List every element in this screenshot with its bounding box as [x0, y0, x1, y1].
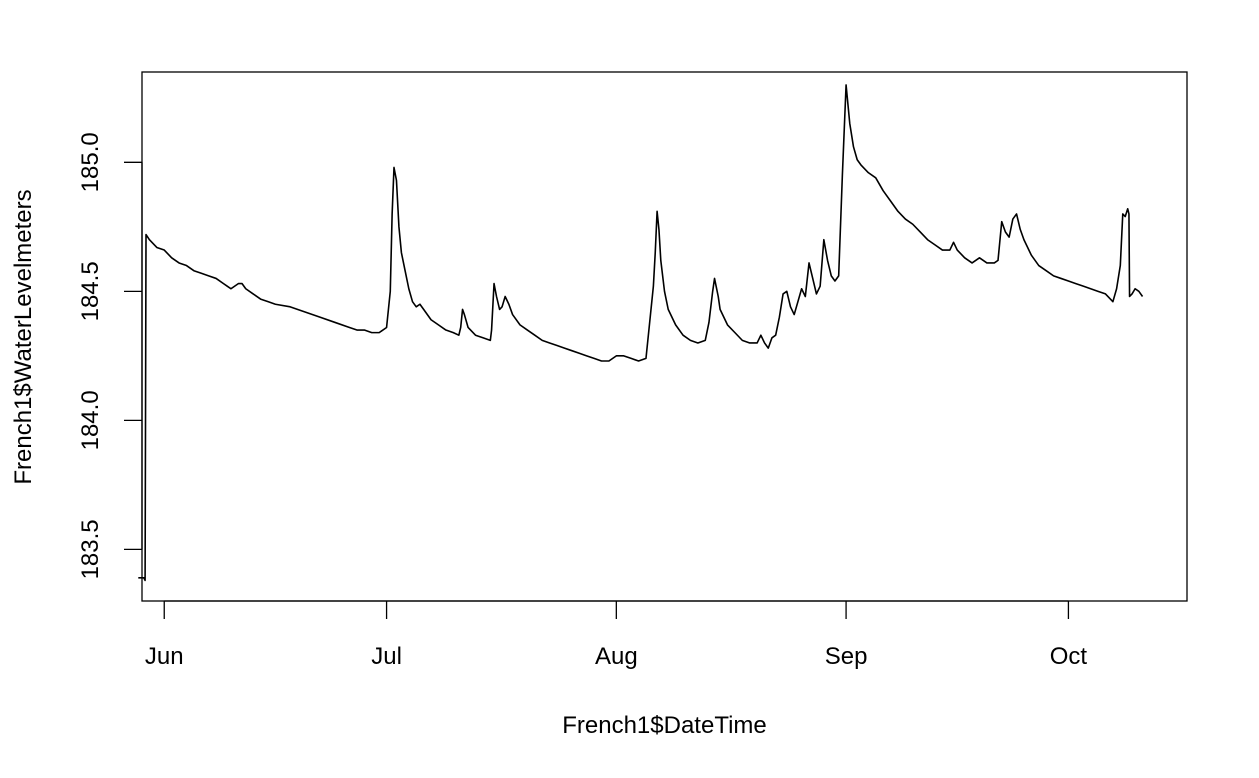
- y-tick-label: 183.5: [77, 519, 104, 579]
- y-axis: 183.5 184.0 184.5 185.0: [77, 132, 143, 579]
- x-tick-label: Oct: [1050, 643, 1088, 670]
- series-layer: [138, 84, 1144, 582]
- y-tick-label: 185.0: [77, 132, 104, 192]
- y-tick-label: 184.0: [77, 390, 104, 450]
- y-axis-label: French1$WaterLevelmeters: [10, 189, 37, 484]
- plot-frame: [141, 71, 1188, 602]
- x-axis: Jun Jul Aug Sep Oct: [145, 600, 1088, 670]
- series-line: [138, 84, 1144, 582]
- y-tick-label: 184.5: [77, 261, 104, 321]
- x-tick-label: Jun: [145, 643, 184, 670]
- x-tick-label: Sep: [825, 643, 868, 670]
- x-tick-label: Jul: [371, 643, 402, 670]
- x-axis-label: French1$DateTime: [562, 712, 767, 739]
- x-tick-label: Aug: [595, 643, 638, 670]
